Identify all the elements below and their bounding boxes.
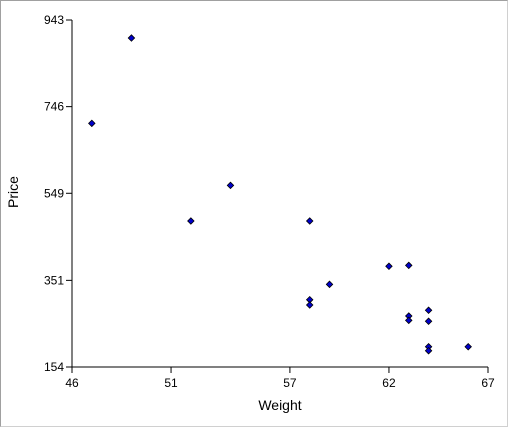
y-axis-title: Price <box>5 176 21 208</box>
x-tick-label: 62 <box>382 376 396 390</box>
y-tick-label: 746 <box>44 100 64 114</box>
data-point <box>424 317 433 326</box>
y-tick-label: 154 <box>44 360 64 374</box>
data-point <box>424 306 433 315</box>
data-point <box>464 343 472 351</box>
data-point <box>305 217 314 225</box>
data-point <box>385 262 393 271</box>
y-tick-label: 351 <box>44 273 64 287</box>
x-tick-label: 46 <box>65 376 79 390</box>
x-tick-label: 51 <box>164 376 178 390</box>
y-tick-label: 943 <box>44 13 64 27</box>
data-point <box>404 261 413 270</box>
data-point <box>325 280 334 289</box>
data-points <box>88 34 472 355</box>
x-axis-title: Weight <box>258 397 301 413</box>
data-point <box>305 301 314 309</box>
data-point <box>404 316 413 325</box>
axes <box>71 20 488 368</box>
data-point <box>88 119 96 128</box>
x-tick-label: 67 <box>481 376 495 390</box>
ticks: 154 351 549 746 943 46 51 57 62 67 <box>44 13 495 390</box>
data-point <box>424 346 433 355</box>
data-point <box>226 181 235 190</box>
data-point <box>127 34 136 42</box>
x-tick-label: 57 <box>283 376 297 390</box>
y-tick-label: 549 <box>44 186 64 200</box>
data-point <box>187 217 195 225</box>
